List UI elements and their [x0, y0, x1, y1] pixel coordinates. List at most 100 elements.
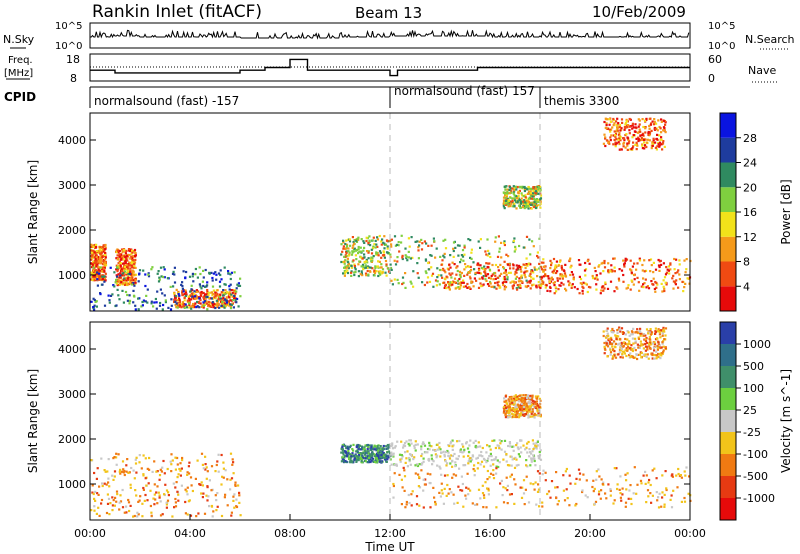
data-cell	[619, 330, 622, 333]
data-cell	[403, 444, 407, 448]
data-cell	[104, 243, 107, 247]
data-cell	[392, 452, 395, 455]
data-cell	[238, 494, 241, 497]
data-cell	[515, 458, 518, 461]
data-cell	[647, 495, 650, 498]
data-cell	[380, 240, 383, 243]
data-cell	[465, 486, 468, 489]
data-cell	[170, 453, 173, 456]
data-cell	[567, 280, 570, 283]
data-cell	[158, 278, 161, 281]
data-cell	[353, 273, 356, 277]
data-cell	[592, 490, 595, 493]
data-cell	[417, 257, 420, 260]
noise-right-label: N.Search	[745, 33, 795, 46]
data-cell	[233, 506, 236, 509]
data-cell	[526, 281, 529, 284]
data-cell	[595, 274, 598, 277]
x-tick-label: 20:00	[574, 527, 606, 540]
data-cell	[236, 297, 239, 301]
colorbar-tick-label: -1000	[743, 492, 775, 505]
data-cell	[604, 492, 607, 495]
data-cell	[489, 277, 492, 280]
data-cell	[99, 258, 102, 261]
data-cell	[655, 357, 658, 360]
data-cell	[512, 400, 515, 403]
data-cell	[390, 444, 393, 448]
data-cell	[169, 308, 173, 311]
data-cell	[528, 448, 531, 451]
data-cell	[605, 329, 609, 332]
data-cell	[528, 280, 531, 283]
data-cell	[512, 264, 515, 267]
data-cell	[502, 205, 505, 208]
data-cell	[531, 269, 534, 272]
freq-left-label: Freq.	[8, 55, 33, 66]
data-cell	[621, 487, 624, 490]
data-cell	[92, 492, 95, 496]
data-cell	[128, 299, 132, 302]
data-cell	[532, 271, 535, 274]
data-cell	[209, 305, 212, 308]
data-cell	[356, 449, 359, 452]
data-cell	[430, 274, 434, 277]
data-cell	[203, 299, 207, 303]
data-cell	[121, 255, 124, 258]
data-cell	[661, 491, 664, 494]
data-cell	[90, 245, 93, 248]
data-cell	[618, 326, 621, 329]
data-cell	[518, 185, 522, 188]
data-cell	[423, 283, 426, 287]
data-cell	[342, 239, 345, 242]
data-cell	[593, 487, 596, 490]
data-cell	[138, 269, 142, 272]
data-cell	[390, 245, 393, 248]
data-cell	[457, 254, 460, 257]
colorbar-swatch	[720, 113, 736, 138]
data-cell	[526, 405, 529, 408]
data-cell	[381, 450, 384, 453]
data-cell	[630, 333, 633, 336]
data-cell	[404, 272, 407, 275]
data-cell	[511, 205, 514, 208]
data-cell	[188, 472, 191, 475]
data-cell	[436, 448, 439, 451]
data-cell	[520, 402, 523, 405]
data-cell	[426, 451, 429, 454]
data-cell	[461, 451, 464, 454]
data-cell	[538, 505, 541, 508]
data-cell	[520, 406, 523, 409]
data-cell	[456, 279, 459, 282]
data-cell	[618, 142, 621, 146]
data-cell	[619, 356, 622, 359]
data-cell	[347, 452, 350, 455]
freq-left-tick-top: 18	[66, 53, 80, 66]
data-cell	[347, 450, 350, 453]
data-cell	[409, 280, 412, 283]
data-cell	[628, 132, 631, 135]
data-cell	[196, 305, 199, 308]
data-cell	[656, 133, 659, 136]
data-cell	[632, 134, 635, 137]
data-cell	[531, 240, 534, 243]
data-cell	[488, 280, 492, 284]
data-cell	[511, 445, 514, 448]
colorbar-swatch	[720, 454, 736, 476]
data-cell	[647, 357, 650, 360]
data-cell	[463, 274, 466, 277]
data-cell	[463, 246, 466, 249]
data-cell	[367, 241, 370, 245]
data-cell	[554, 286, 557, 289]
data-cell	[134, 278, 137, 281]
data-cell	[443, 281, 446, 284]
data-cell	[364, 460, 367, 463]
data-cell	[153, 483, 156, 486]
data-cell	[359, 256, 362, 259]
data-cell	[531, 398, 534, 401]
data-cell	[401, 257, 404, 261]
data-cell	[174, 501, 177, 504]
data-cell	[124, 261, 127, 264]
data-cell	[483, 496, 486, 499]
data-cell	[529, 287, 532, 290]
data-cell	[207, 296, 210, 299]
